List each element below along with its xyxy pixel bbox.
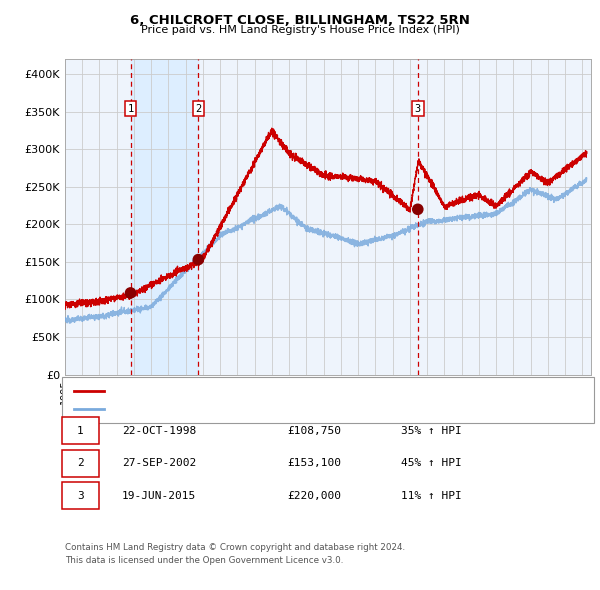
Point	[126, 288, 136, 297]
Text: 11% ↑ HPI: 11% ↑ HPI	[401, 491, 461, 500]
Text: 3: 3	[415, 104, 421, 114]
Text: Contains HM Land Registry data © Crown copyright and database right 2024.: Contains HM Land Registry data © Crown c…	[65, 543, 405, 552]
Text: 2: 2	[195, 104, 202, 114]
Text: £108,750: £108,750	[287, 426, 341, 435]
Text: 6, CHILCROFT CLOSE, BILLINGHAM, TS22 5RN: 6, CHILCROFT CLOSE, BILLINGHAM, TS22 5RN	[130, 14, 470, 27]
Text: 1: 1	[77, 426, 84, 435]
Text: 2: 2	[77, 458, 84, 468]
Text: This data is licensed under the Open Government Licence v3.0.: This data is licensed under the Open Gov…	[65, 556, 343, 565]
Point	[413, 205, 422, 214]
Text: Price paid vs. HM Land Registry's House Price Index (HPI): Price paid vs. HM Land Registry's House …	[140, 25, 460, 35]
Text: 6, CHILCROFT CLOSE, BILLINGHAM, TS22 5RN (detached house): 6, CHILCROFT CLOSE, BILLINGHAM, TS22 5RN…	[109, 386, 451, 396]
Text: 45% ↑ HPI: 45% ↑ HPI	[401, 458, 461, 468]
Text: HPI: Average price, detached house, Stockton-on-Tees: HPI: Average price, detached house, Stoc…	[109, 404, 421, 414]
Text: 19-JUN-2015: 19-JUN-2015	[122, 491, 196, 500]
Text: 1: 1	[127, 104, 134, 114]
Text: 27-SEP-2002: 27-SEP-2002	[122, 458, 196, 468]
Point	[194, 255, 203, 264]
Text: £153,100: £153,100	[287, 458, 341, 468]
Bar	[131, 59, 199, 375]
Text: 3: 3	[77, 491, 84, 500]
Text: 35% ↑ HPI: 35% ↑ HPI	[401, 426, 461, 435]
Text: £220,000: £220,000	[287, 491, 341, 500]
Text: 22-OCT-1998: 22-OCT-1998	[122, 426, 196, 435]
